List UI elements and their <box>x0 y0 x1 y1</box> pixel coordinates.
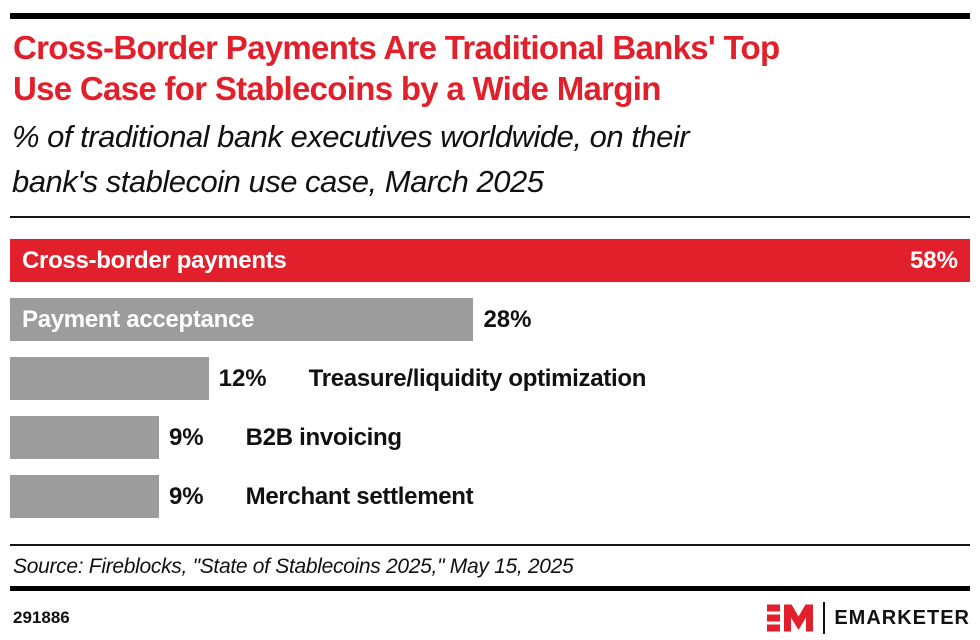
chart-title-line1: Cross-Border Payments Are Traditional Ba… <box>13 29 780 66</box>
bar-row: Payment acceptance 28% <box>10 298 970 341</box>
bar-value: 28% <box>483 305 532 333</box>
header-divider <box>10 216 970 218</box>
bar-segment: Cross-border payments 58% <box>10 239 970 282</box>
bar-value: 12% <box>218 364 267 392</box>
bar-row: 9% Merchant settlement <box>10 475 970 518</box>
bar-value: 9% <box>168 482 204 510</box>
bar-segment: Payment acceptance <box>10 298 474 341</box>
source-note: Source: Fireblocks, "State of Stablecoin… <box>13 555 574 578</box>
source-divider <box>10 544 970 546</box>
bar-label: B2B invoicing <box>245 423 402 451</box>
logo-separator <box>823 602 826 634</box>
emarketer-wordmark: EMARKETER <box>834 606 970 629</box>
bar-row: 12% Treasure/liquidity optimization <box>10 357 970 400</box>
bar-chart: Cross-border payments 58% Payment acceptan… <box>10 239 970 518</box>
footer-divider <box>10 586 970 591</box>
bar-segment <box>10 416 159 459</box>
bar-label: Payment acceptance <box>22 305 255 333</box>
bar-segment <box>10 357 209 400</box>
bar-label: Treasure/liquidity optimization <box>308 364 647 392</box>
chart-subtitle-line1: % of traditional bank executives worldwi… <box>12 119 690 154</box>
bar-label: Merchant settlement <box>245 482 474 510</box>
emarketer-monogram-icon <box>767 604 814 632</box>
top-accent-bar <box>10 13 970 19</box>
bar-row: Cross-border payments 58% <box>10 239 970 282</box>
footer: 291886 EMARKETER <box>10 602 970 634</box>
bar-value: 58% <box>909 246 958 274</box>
bar-segment <box>10 475 159 518</box>
emarketer-logo: EMARKETER <box>767 602 970 634</box>
chart-title: Cross-Border Payments Are Traditional Ba… <box>13 27 970 109</box>
chart-id: 291886 <box>13 608 70 627</box>
chart-title-line2: Use Case for Stablecoins by a Wide Margi… <box>13 70 661 107</box>
bar-row: 9% B2B invoicing <box>10 416 970 459</box>
bar-label: Cross-border payments <box>22 246 287 274</box>
chart-subtitle: % of traditional bank executives worldwi… <box>12 114 970 204</box>
chart-subtitle-line2: bank's stablecoin use case, March 2025 <box>12 164 544 199</box>
bar-value: 9% <box>168 423 204 451</box>
